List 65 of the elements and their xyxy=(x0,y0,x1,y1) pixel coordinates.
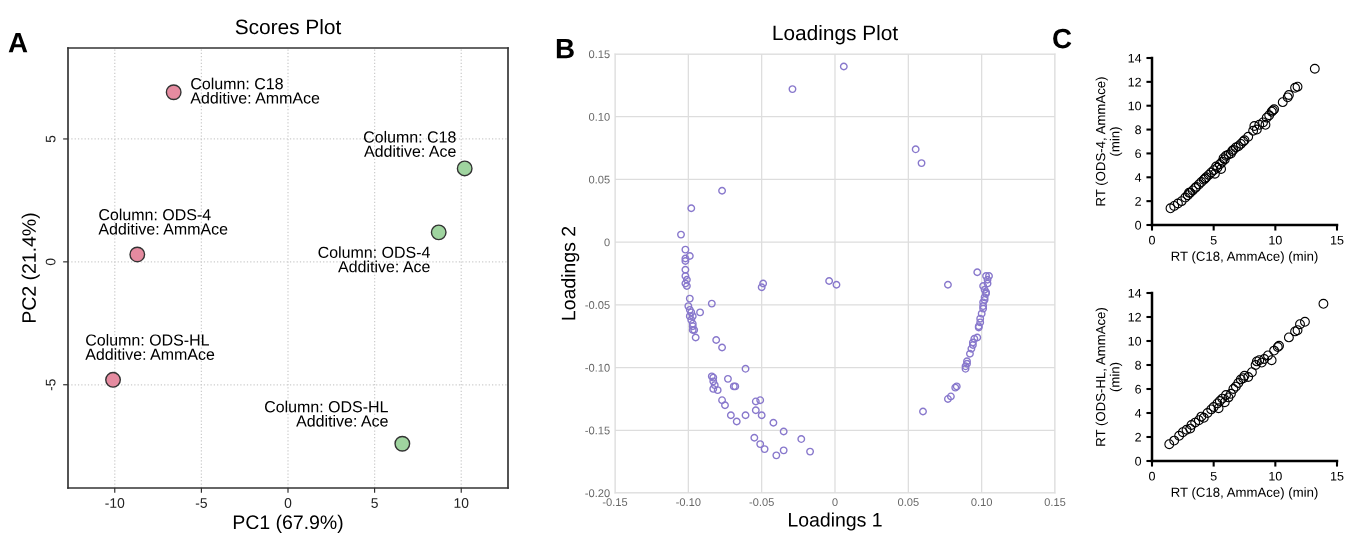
x-tick-label: 10 xyxy=(1269,471,1282,481)
annotation: Column: C18 Additive: Ace xyxy=(363,130,456,157)
y-tick-label: 2 xyxy=(1135,432,1141,442)
y-axis-title: RT (ODS-HL, AmmAce) (min) xyxy=(1095,308,1123,446)
y-tick-label: 0 xyxy=(1135,220,1142,230)
x-tick-label: -0.10 xyxy=(676,498,701,507)
text: C xyxy=(1053,28,1072,49)
x-tick-label: -10 xyxy=(105,498,125,508)
y-tick-label: 0.15 xyxy=(588,50,610,59)
annotation: Column: C18 Additive: AmmAce xyxy=(190,77,320,104)
x-tick-label: -5 xyxy=(195,498,207,508)
x-tick-label: 0.15 xyxy=(1044,498,1066,507)
y-tick-label: 10 xyxy=(1128,101,1142,111)
annotation: Column: ODS-HL Additive: AmmAce xyxy=(85,333,215,361)
y-tick-label: 10 xyxy=(1128,336,1142,346)
y-tick-label: 2 xyxy=(1135,196,1141,206)
y-tick-label: 4 xyxy=(1134,173,1142,182)
x-tick-label: 5 xyxy=(1210,471,1217,481)
y-tick-label: 12 xyxy=(1128,77,1141,87)
y-tick-label: -0.20 xyxy=(585,489,610,498)
y-tick-label: -5 xyxy=(45,379,56,391)
x-tick-label: 0 xyxy=(1149,471,1155,481)
y-tick-label: 14 xyxy=(1128,53,1142,63)
x-tick-label: 15 xyxy=(1331,471,1344,481)
y-tick-label: 0.05 xyxy=(588,175,610,184)
y-tick-label: 4 xyxy=(1134,408,1142,418)
y-tick-label: 8 xyxy=(1135,360,1142,370)
x-tick-label: -0.15 xyxy=(602,498,628,507)
y-tick-label: 8 xyxy=(1135,125,1142,135)
chart-title: Scores Plot xyxy=(235,19,342,35)
y-axis-title: RT (ODS-4, AmmAce) (min) xyxy=(1095,77,1123,206)
x-tick-label: 5 xyxy=(1210,235,1217,245)
chart-title: Loadings Plot xyxy=(773,25,898,45)
x-tick-label: 0 xyxy=(284,498,292,508)
x-tick-label: 5 xyxy=(371,498,378,508)
x-axis-title: RT (C18, AmmAce) (min) xyxy=(1171,251,1318,264)
y-axis-title: Loadings 2 xyxy=(561,226,580,320)
x-tick-label: 10 xyxy=(1269,235,1282,245)
x-tick-label: 0 xyxy=(832,498,838,507)
y-tick-label: -0.15 xyxy=(585,426,610,435)
x-tick-label: 0.10 xyxy=(971,498,993,507)
y-tick-label: -0.05 xyxy=(585,301,610,309)
x-axis-title: Loadings 1 xyxy=(789,512,882,531)
x-tick-label: 0 xyxy=(1149,235,1155,245)
x-tick-label: -0.05 xyxy=(749,498,774,507)
y-tick-label: 0 xyxy=(1135,456,1142,466)
y-tick-label: 5 xyxy=(45,135,56,143)
text: B xyxy=(556,39,574,59)
text: A xyxy=(8,33,28,53)
y-tick-label: -0.10 xyxy=(585,363,610,372)
x-axis-title: RT (C18, AmmAce) (min) xyxy=(1171,487,1318,500)
annotation: Column: ODS-4 Additive: Ace xyxy=(318,246,430,273)
y-axis-title: PC2 (21.4%) xyxy=(21,213,40,323)
x-tick-label: 0.05 xyxy=(897,498,919,507)
y-tick-label: 14 xyxy=(1128,288,1142,298)
y-tick-label: 12 xyxy=(1128,312,1141,322)
annotation: Column: ODS-HL Additive: Ace xyxy=(265,400,388,427)
x-tick-label: 10 xyxy=(454,498,469,508)
x-axis-title: PC1 (67.9%) xyxy=(233,514,343,533)
y-tick-label: 6 xyxy=(1135,384,1142,394)
y-tick-label: 0 xyxy=(45,258,56,266)
annotation: Column: ODS-4 Additive: AmmAce xyxy=(98,208,228,235)
y-tick-label: 6 xyxy=(1135,149,1142,159)
y-tick-label: 0.10 xyxy=(588,112,610,121)
x-tick-label: 15 xyxy=(1331,235,1344,245)
